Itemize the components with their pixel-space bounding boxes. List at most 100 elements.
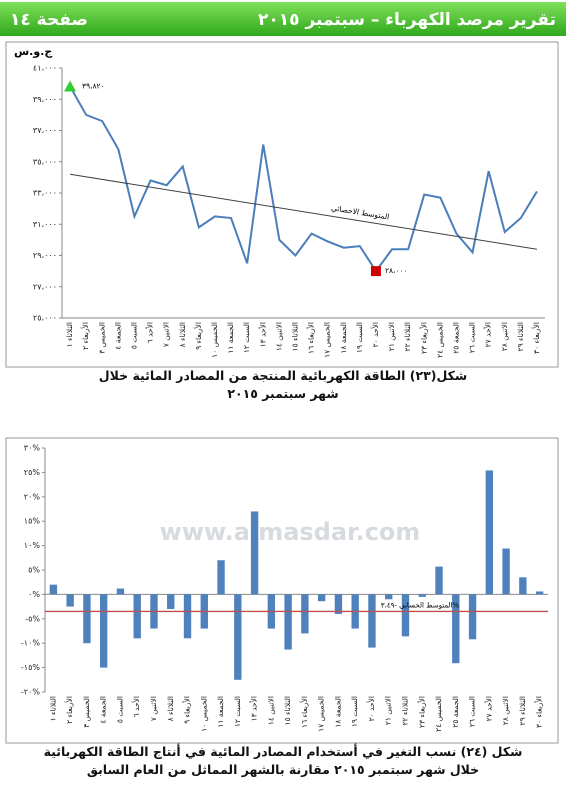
- x-tick-label: الأربعاء ١٦: [306, 322, 316, 354]
- header-title: تقرير مرصد الكهرباء – سبتمبر ٢٠١٥: [258, 10, 556, 30]
- x-tick-label: الثلاثاء ٨: [178, 322, 187, 347]
- bar: [317, 594, 326, 602]
- x-tick-label: السبت ٥: [115, 696, 124, 723]
- x-tick-label: الخميس ١٧: [317, 696, 326, 732]
- x-tick-label: الخميس ٣: [82, 696, 91, 728]
- y-tick-label: ٣٣،٠٠٠: [33, 189, 57, 198]
- bar: [217, 560, 225, 595]
- bar: [66, 594, 74, 607]
- bar: [183, 594, 192, 639]
- y-unit: ج.و.س: [14, 45, 52, 59]
- x-tick-label: الأحد ١٣: [257, 322, 267, 347]
- y-tick-label: ٤١،٠٠٠: [33, 64, 57, 73]
- x-tick-label: الأربعاء ٢٣: [418, 322, 428, 354]
- bar: [468, 594, 477, 640]
- y-tick-label: -١٠%: [21, 639, 40, 648]
- x-tick-label: الأربعاء ٩: [182, 696, 192, 724]
- x-tick-label: الأربعاء ٢٣: [416, 696, 426, 728]
- bar: [99, 594, 108, 668]
- bar: [418, 594, 426, 597]
- y-tick-label: ٢٩،٠٠٠: [33, 251, 57, 260]
- y-tick-label: ٢٧،٠٠٠: [33, 282, 57, 291]
- x-tick-label: الجمعة ١٨: [333, 696, 342, 728]
- x-tick-label: السبت ٥: [129, 322, 138, 349]
- y-tick-label: ١٥%: [24, 517, 41, 526]
- bar: [49, 584, 58, 595]
- average-label: المتوسط الحسابي -٣،٤٩%: [381, 601, 460, 609]
- x-tick-label: الخميس ٢٤: [435, 322, 444, 358]
- y-tick-label: ٢٠%: [24, 492, 41, 501]
- x-tick-label: الخميس ١٠: [199, 696, 208, 732]
- x-tick-label: الاثنين ٢٨: [501, 696, 510, 725]
- bar: [452, 594, 460, 664]
- bar: [83, 594, 91, 644]
- y-tick-label: ٣٩،٠٠٠: [33, 95, 57, 104]
- bar: [167, 594, 175, 610]
- bar: [401, 594, 410, 637]
- y-tick-label: -٥%: [25, 614, 40, 623]
- bar: [368, 594, 376, 648]
- bar: [435, 566, 443, 595]
- data-line: [69, 85, 538, 273]
- y-tick-label: -٢٠%: [21, 688, 40, 697]
- x-tick-label: الأربعاء ٣٠: [534, 696, 544, 728]
- trend-label: المتوسط الاحصائي: [331, 203, 390, 221]
- caption: شهر سبتمبر ٢٠١٥: [227, 386, 338, 401]
- x-tick-label: الثلاثاء ٢٩: [518, 696, 527, 725]
- x-tick-label: الأربعاء ٢: [64, 696, 74, 724]
- x-tick-label: الاثنين ٢١: [384, 696, 393, 725]
- x-tick-label: الجمعة ١١: [226, 322, 235, 354]
- x-tick-label: السبت ٢٦: [468, 696, 477, 727]
- x-tick-label: الاثنين ٢٨: [500, 322, 509, 351]
- chart-frame: [5, 41, 559, 368]
- x-tick-label: الاثنين ٧: [149, 696, 158, 721]
- header-band: [0, 2, 566, 36]
- x-tick-label: السبت ٢٦: [468, 322, 477, 353]
- x-tick-label: الخميس ١٧: [323, 322, 332, 358]
- x-tick-label: الخميس ٢٤: [434, 696, 443, 732]
- trend-line: [69, 173, 538, 250]
- y-tick-label: ٥%: [28, 566, 40, 575]
- x-tick-label: الاثنين ١٤: [274, 322, 283, 351]
- x-tick-label: الأربعاء ٣٠: [531, 322, 541, 354]
- page-number: صفحة ١٤: [10, 10, 88, 30]
- y-tick-label: ٢٥،٠٠٠: [33, 314, 57, 323]
- y-tick-label: ١٠%: [24, 541, 41, 550]
- x-tick-label: الاثنين ٧: [162, 322, 171, 347]
- bar: [519, 577, 527, 595]
- min-marker: [370, 266, 381, 277]
- bar: [385, 594, 393, 600]
- bar: [234, 594, 242, 680]
- x-tick-label: الجمعة ١٨: [339, 322, 348, 354]
- caption: شكل(٢٣) الطاقة الكهربائية المنتجة من الم…: [99, 368, 467, 383]
- bar: [301, 594, 309, 634]
- x-tick-label: الجمعة ٢٥: [451, 696, 460, 728]
- x-tick-label: الأحد ٦: [131, 696, 141, 717]
- x-tick-label: الأربعاء ١٦: [299, 696, 309, 728]
- x-tick-label: الثلاثاء ٢٢: [400, 696, 409, 725]
- x-tick-label: الثلاثاء ١٥: [290, 322, 299, 351]
- bar: [334, 594, 343, 614]
- bar: [502, 548, 510, 595]
- x-tick-label: الثلاثاء ٢٢: [403, 322, 412, 351]
- caption: شكل (٢٤) نسب التغير في أستخدام المصادر ا…: [44, 743, 523, 760]
- x-tick-label: الاثنين ٢١: [387, 322, 396, 351]
- x-tick-label: الخميس ٣: [97, 322, 106, 354]
- x-tick-label: الأحد ٢٠: [366, 696, 376, 721]
- x-tick-label: الجمعة ١١: [216, 696, 225, 728]
- watermark: www.almasdar.com: [160, 518, 421, 546]
- x-tick-label: الخميس ١٠: [210, 322, 219, 358]
- y-tick-label: ٣٠%: [24, 444, 41, 453]
- y-tick-label: -١٥%: [21, 663, 40, 672]
- bar: [116, 588, 125, 595]
- bar: [485, 470, 494, 595]
- chart-frame: [5, 437, 559, 744]
- x-tick-label: الأربعاء ٩: [193, 322, 203, 350]
- max-marker: [64, 80, 77, 92]
- y-tick-label: ٣٥،٠٠٠: [33, 157, 57, 166]
- x-tick-label: الثلاثاء ١: [48, 696, 57, 721]
- y-tick-label: ٣٧،٠٠٠: [33, 126, 57, 135]
- min-label: ٢٨،٠٠٠: [385, 266, 408, 275]
